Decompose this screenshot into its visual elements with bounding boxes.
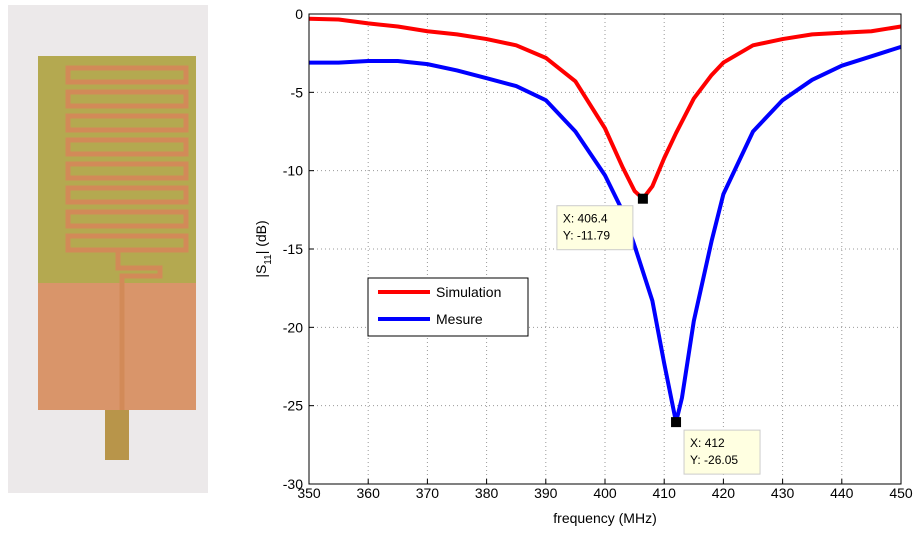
series-line bbox=[309, 44, 902, 425]
x-tick-label: 430 bbox=[771, 485, 795, 501]
y-tick-label: -20 bbox=[283, 319, 303, 335]
datatip-text: X: 406.4 bbox=[563, 212, 608, 226]
x-axis-label: frequency (MHz) bbox=[553, 510, 656, 526]
y-label-part: | (dB) bbox=[253, 220, 269, 254]
y-axis-label: |S11| (dB) bbox=[253, 220, 274, 277]
x-tick-label: 420 bbox=[712, 485, 736, 501]
datatip-box bbox=[556, 205, 634, 251]
legend-label: Simulation bbox=[436, 284, 501, 300]
photo bbox=[8, 5, 208, 493]
connector bbox=[105, 410, 129, 460]
y-tick-label: -10 bbox=[283, 163, 303, 179]
y-tick-label: -30 bbox=[283, 476, 303, 492]
x-tick-label: 410 bbox=[653, 485, 677, 501]
datatip-text: Y: -11.79 bbox=[563, 229, 610, 243]
x-tick-label: 440 bbox=[830, 485, 854, 501]
x-tick-label: 450 bbox=[889, 485, 913, 501]
datatip-text: Y: -26.05 bbox=[690, 453, 738, 467]
x-tick-label: 400 bbox=[593, 485, 617, 501]
copper-ground bbox=[38, 283, 196, 410]
x-tick-label: 350 bbox=[297, 485, 321, 501]
y-tick-label: 0 bbox=[295, 6, 303, 22]
datatip-marker bbox=[637, 193, 648, 204]
x-tick-label: 370 bbox=[416, 485, 440, 501]
y-tick-label: -25 bbox=[283, 398, 303, 414]
legend-box bbox=[367, 277, 529, 337]
meander-antenna bbox=[65, 65, 189, 410]
y-tick-label: -15 bbox=[283, 241, 303, 257]
datatip-text: X: 412 bbox=[690, 436, 725, 450]
y-label-part: |S bbox=[253, 265, 269, 278]
datatip-marker bbox=[671, 417, 682, 428]
x-tick-label: 360 bbox=[357, 485, 381, 501]
datatip-box bbox=[683, 429, 761, 475]
plot-area bbox=[308, 13, 902, 485]
y-tick-label: -5 bbox=[291, 84, 304, 100]
y-label-sub: 11 bbox=[263, 254, 274, 265]
legend-label: Mesure bbox=[436, 311, 483, 327]
x-tick-label: 380 bbox=[475, 485, 499, 501]
x-tick-label: 390 bbox=[534, 485, 558, 501]
